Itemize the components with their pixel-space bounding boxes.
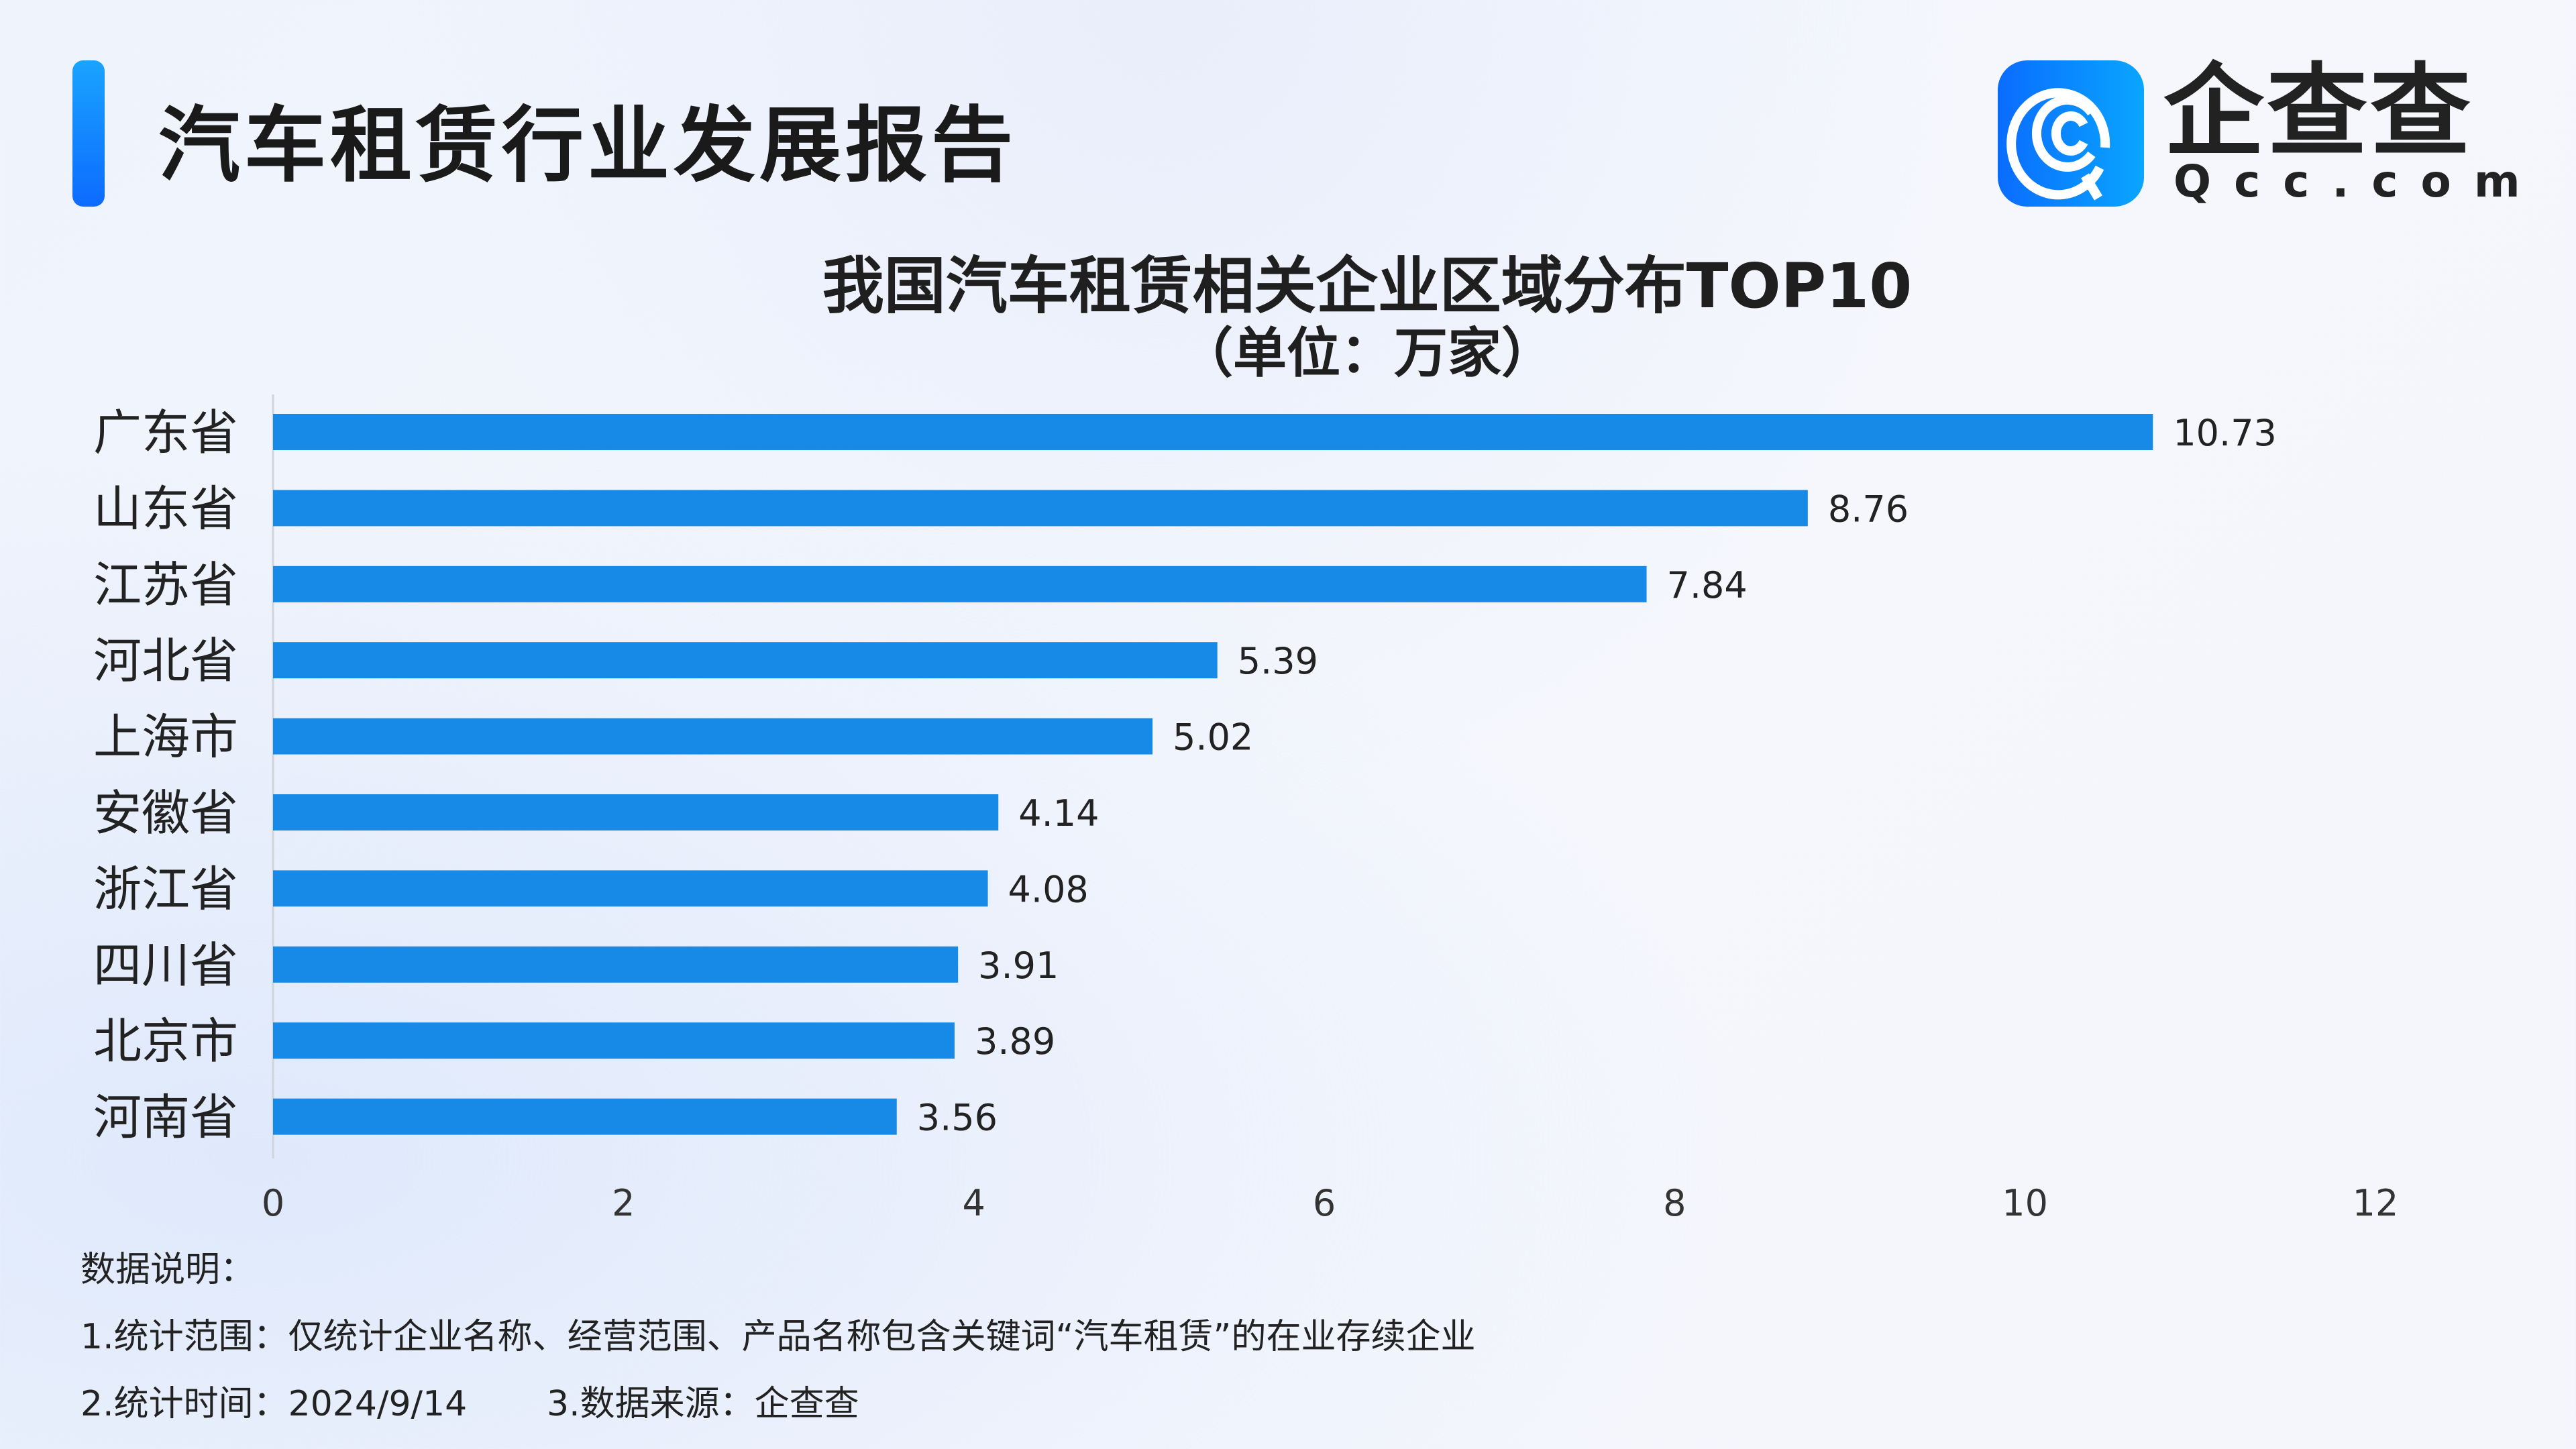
page-title: 汽车租赁行业发展报告 (158, 98, 1017, 193)
bar-6 (273, 794, 999, 830)
logo-domain-text: Qcc.com (2174, 156, 2543, 207)
value-label: 3.89 (975, 1020, 1055, 1063)
notes-scope: 1.统计范围：仅统计企业名称、经营范围、产品名称包含关键词“汽车租赁”的在业存续… (80, 1317, 1476, 1357)
value-label: 5.39 (1238, 640, 1318, 682)
category-label: 河南省 (93, 1089, 238, 1146)
chart-subtitle: （单位：万家） (1179, 322, 1555, 384)
bar-10 (273, 1098, 897, 1135)
bar-5 (273, 718, 1153, 755)
value-label: 8.76 (1828, 488, 1909, 530)
value-label: 10.73 (2173, 412, 2277, 454)
bar-8 (273, 946, 959, 983)
category-label: 北京市 (93, 1013, 238, 1069)
category-label: 四川省 (93, 937, 238, 994)
category-label: 上海市 (93, 709, 238, 765)
category-label: 河北省 (93, 633, 238, 689)
x-tick-label: 2 (612, 1182, 635, 1224)
x-tick-label: 8 (1663, 1182, 1686, 1224)
value-label: 4.14 (1018, 792, 1099, 835)
chart-title: 我国汽车租赁相关企业区域分布TOP10 (822, 250, 1913, 322)
x-tick-label: 4 (962, 1182, 985, 1224)
notes-heading: 数据说明： (80, 1250, 256, 1290)
notes-date: 2.统计时间：2024/9/14 (80, 1384, 468, 1424)
qcc-c-icon (2006, 88, 2110, 201)
notes-source: 3.数据来源：企查查 (547, 1384, 859, 1424)
value-label: 3.91 (978, 945, 1059, 987)
category-label: 浙江省 (93, 861, 238, 917)
bar-1 (273, 414, 2153, 450)
x-tick-label: 0 (262, 1182, 284, 1224)
x-tick-label: 10 (2002, 1182, 2048, 1224)
bar-7 (273, 870, 988, 907)
x-tick-label: 12 (2353, 1182, 2399, 1224)
bar-4 (273, 642, 1218, 679)
x-tick-label: 6 (1313, 1182, 1336, 1224)
value-label: 7.84 (1667, 564, 1748, 606)
category-label: 安徽省 (93, 785, 238, 841)
value-label: 3.56 (917, 1097, 998, 1139)
category-label: 广东省 (93, 405, 238, 461)
bar-2 (273, 490, 1808, 527)
qcc-logo-icon (1998, 60, 2144, 207)
category-label: 江苏省 (93, 557, 238, 613)
bar-3 (273, 566, 1647, 602)
title-accent-bar (72, 60, 105, 207)
bar-9 (273, 1022, 955, 1059)
category-label: 山东省 (93, 480, 238, 537)
logo-brand-text: 企查查 (2163, 54, 2474, 170)
value-label: 5.02 (1173, 716, 1253, 759)
value-label: 4.08 (1008, 868, 1089, 910)
